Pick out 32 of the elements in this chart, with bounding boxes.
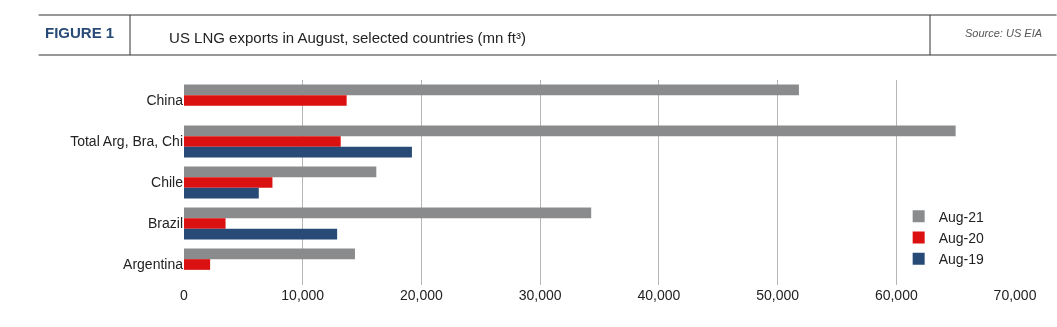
bar: [184, 218, 226, 229]
y-tick-label: Argentina: [123, 256, 184, 273]
x-tick-label: 50,000: [756, 287, 800, 303]
x-tick-label: 30,000: [518, 287, 562, 303]
caption: FIGURE 1: [45, 24, 115, 41]
x-tick-label: 40,000: [637, 287, 681, 303]
legend-label: Aug-19: [938, 251, 985, 268]
y-tick-label: Chile: [151, 174, 184, 191]
legend-label: Aug-20: [938, 230, 985, 247]
bar: [184, 166, 377, 178]
chart-title: US LNG exports in August, selected countries (mn ft³): [169, 28, 526, 46]
bar: [184, 207, 592, 219]
bar: [184, 84, 799, 96]
bar: [184, 177, 273, 188]
bar: [184, 248, 355, 260]
source-note: Source: US EIA: [965, 27, 1043, 39]
legend-label: Aug-21: [938, 208, 985, 225]
bar: [184, 125, 956, 137]
bar: [184, 187, 259, 199]
x-tick-label: 0: [180, 287, 189, 303]
bar: [184, 259, 211, 270]
x-tick-label: 20,000: [400, 287, 444, 303]
bar: [184, 228, 338, 240]
x-tick-label: 10,000: [281, 287, 325, 303]
bar: [184, 95, 347, 106]
bar: [184, 146, 412, 158]
y-tick-label: China: [146, 92, 184, 109]
x-tick-label: 70,000: [993, 287, 1037, 303]
bar: [184, 136, 341, 147]
x-tick-label: 60,000: [874, 287, 918, 303]
y-tick-label: Brazil: [147, 215, 183, 232]
y-tick-label: Total Arg, Bra, Chi: [70, 133, 183, 150]
